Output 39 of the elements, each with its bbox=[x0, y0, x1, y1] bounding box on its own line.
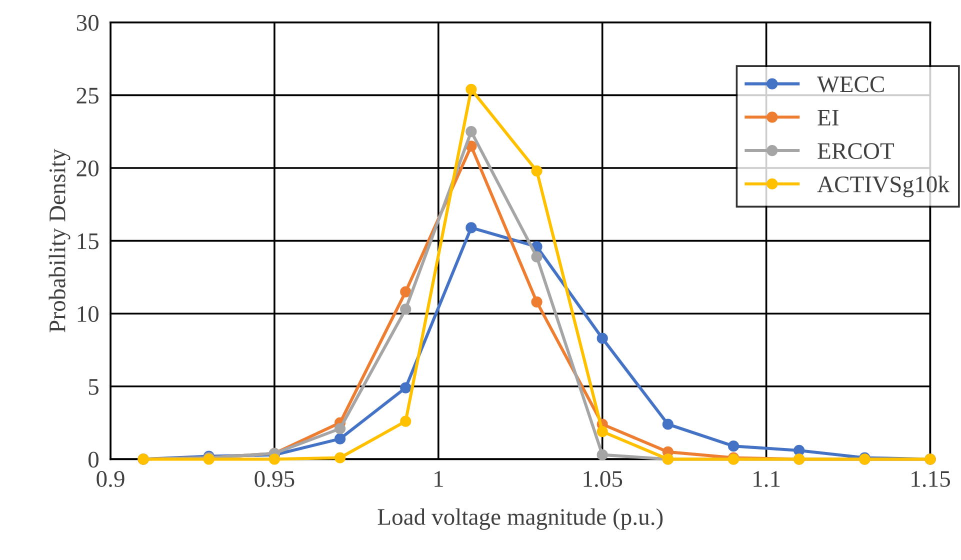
y-tick-label: 25 bbox=[76, 88, 98, 104]
x-tick-label: 1.1 bbox=[754, 471, 780, 488]
point bbox=[596, 332, 608, 344]
point bbox=[466, 84, 477, 95]
y-axis-title: Probability Density bbox=[48, 148, 70, 332]
point bbox=[531, 251, 542, 262]
point bbox=[334, 433, 346, 444]
y-tick-label: 20 bbox=[76, 160, 99, 176]
x-tick-label: 0.9 bbox=[96, 470, 124, 488]
legend-label: ERCOT bbox=[818, 143, 894, 160]
point bbox=[334, 423, 346, 434]
point bbox=[268, 454, 280, 465]
y-tick-label: 30 bbox=[76, 14, 99, 31]
point bbox=[466, 222, 477, 234]
legend-label: ACTIVSg10k bbox=[817, 176, 950, 198]
legend-label: WECC bbox=[817, 76, 884, 92]
point bbox=[400, 416, 412, 427]
point bbox=[400, 304, 412, 315]
y-tick-label: 5 bbox=[88, 379, 98, 395]
x-tick-label: 1 bbox=[434, 471, 443, 487]
point bbox=[400, 286, 412, 298]
legend-label: EI bbox=[818, 110, 838, 126]
point bbox=[466, 126, 477, 138]
point bbox=[400, 382, 412, 394]
x-tick-label: 1.05 bbox=[584, 470, 622, 488]
y-tick-label: 15 bbox=[78, 233, 98, 250]
point bbox=[662, 418, 674, 430]
point bbox=[794, 444, 805, 456]
y-tick-label: 0 bbox=[88, 452, 99, 468]
point bbox=[596, 449, 608, 460]
point bbox=[531, 165, 542, 176]
x-tick-label: 0.95 bbox=[254, 470, 294, 488]
point bbox=[531, 296, 542, 308]
point bbox=[728, 440, 740, 452]
point bbox=[596, 426, 608, 438]
point bbox=[334, 452, 346, 464]
y-tick-label: 10 bbox=[78, 306, 99, 322]
x-axis-title: Load voltage magnitude (p.u.) bbox=[378, 508, 663, 530]
x-tick-label: 1.15 bbox=[912, 471, 950, 488]
